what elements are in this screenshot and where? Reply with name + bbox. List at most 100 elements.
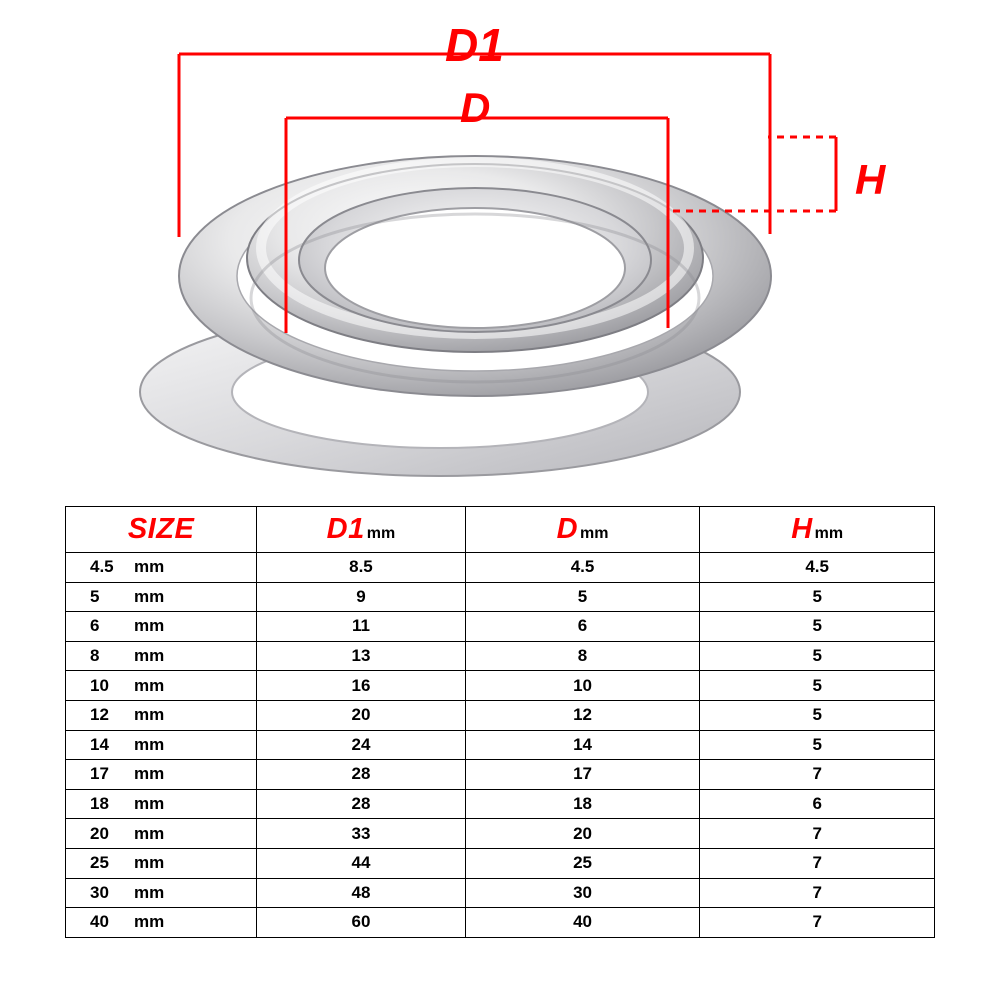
cell-size: 4.5 mm: [66, 553, 257, 583]
cell-size-value: 25: [90, 853, 128, 873]
cell-d: 20: [465, 819, 700, 849]
cell-h: 6: [700, 789, 935, 819]
cell-size: 5 mm: [66, 582, 257, 612]
cell-size-unit: mm: [134, 646, 164, 666]
cell-d1: 28: [257, 760, 466, 790]
header-h-text: H: [791, 513, 812, 545]
cell-size-unit: mm: [134, 676, 164, 696]
cell-size: 14mm: [66, 730, 257, 760]
cell-d: 4.5: [465, 553, 700, 583]
cell-d: 14: [465, 730, 700, 760]
cell-h: 4.5: [700, 553, 935, 583]
cell-size-unit: mm: [134, 735, 164, 755]
cell-size-unit: mm: [134, 883, 164, 903]
cell-d1: 44: [257, 848, 466, 878]
grommet-ring: [179, 156, 771, 396]
table-row: 40mm60407: [66, 908, 935, 938]
cell-size: 8 mm: [66, 641, 257, 671]
header-d-text: D: [557, 513, 578, 545]
cell-size-value: 20: [90, 824, 128, 844]
cell-d1: 8.5: [257, 553, 466, 583]
cell-size-unit: mm: [134, 557, 164, 577]
cell-size-unit: mm: [134, 794, 164, 814]
cell-d: 40: [465, 908, 700, 938]
table-row: 6mm1165: [66, 612, 935, 642]
table-row: 17mm28177: [66, 760, 935, 790]
table-row: 12mm20125: [66, 700, 935, 730]
header-d1: D1mm: [257, 507, 466, 553]
header-d-unit: mm: [580, 525, 608, 542]
cell-size: 10 mm: [66, 671, 257, 701]
cell-h: 5: [700, 730, 935, 760]
cell-size-value: 8: [90, 646, 128, 666]
label-d: D: [460, 84, 490, 132]
table-row: 25mm44257: [66, 848, 935, 878]
header-d1-text: D1: [327, 513, 365, 545]
cell-d: 30: [465, 878, 700, 908]
cell-size: 17 mm: [66, 760, 257, 790]
dimension-diagram: D1 D H: [0, 0, 1000, 490]
size-table: SIZE D1mm Dmm Hmm 4.5mm8.54.54.55mm9556m…: [65, 506, 935, 938]
cell-d: 18: [465, 789, 700, 819]
cell-size-unit: mm: [134, 912, 164, 932]
cell-size: 25 mm: [66, 848, 257, 878]
cell-d1: 24: [257, 730, 466, 760]
header-h-unit: mm: [815, 525, 843, 542]
cell-d1: 28: [257, 789, 466, 819]
table-row: 10mm16105: [66, 671, 935, 701]
cell-size-unit: mm: [134, 764, 164, 784]
cell-h: 5: [700, 671, 935, 701]
cell-size-value: 4.5: [90, 557, 128, 577]
cell-d1: 33: [257, 819, 466, 849]
table-body: 4.5mm8.54.54.55mm9556mm11658mm138510mm16…: [66, 553, 935, 938]
cell-h: 5: [700, 700, 935, 730]
cell-d: 17: [465, 760, 700, 790]
header-size-text: SIZE: [128, 513, 194, 545]
cell-size-value: 5: [90, 587, 128, 607]
table-row: 5mm955: [66, 582, 935, 612]
cell-h: 7: [700, 819, 935, 849]
header-d1-unit: mm: [367, 525, 395, 542]
size-table-container: SIZE D1mm Dmm Hmm 4.5mm8.54.54.55mm9556m…: [65, 506, 935, 938]
cell-h: 7: [700, 908, 935, 938]
cell-d: 10: [465, 671, 700, 701]
cell-d1: 60: [257, 908, 466, 938]
cell-d: 25: [465, 848, 700, 878]
cell-d1: 20: [257, 700, 466, 730]
label-d1: D1: [445, 18, 504, 72]
cell-size-value: 10: [90, 676, 128, 696]
header-size: SIZE: [66, 507, 257, 553]
cell-size-unit: mm: [134, 587, 164, 607]
cell-size-unit: mm: [134, 853, 164, 873]
cell-h: 5: [700, 582, 935, 612]
cell-d: 12: [465, 700, 700, 730]
cell-size: 40mm: [66, 908, 257, 938]
cell-size-value: 6: [90, 616, 128, 636]
cell-size-value: 17: [90, 764, 128, 784]
cell-size-unit: mm: [134, 824, 164, 844]
label-h: H: [855, 156, 885, 204]
cell-d: 8: [465, 641, 700, 671]
cell-d: 5: [465, 582, 700, 612]
diagram-svg: [0, 0, 1000, 490]
cell-h: 7: [700, 848, 935, 878]
cell-d1: 16: [257, 671, 466, 701]
header-h: Hmm: [700, 507, 935, 553]
cell-h: 7: [700, 760, 935, 790]
cell-d1: 11: [257, 612, 466, 642]
table-row: 4.5mm8.54.54.5: [66, 553, 935, 583]
cell-size-value: 18: [90, 794, 128, 814]
cell-size-unit: mm: [134, 616, 164, 636]
cell-size-value: 30: [90, 883, 128, 903]
table-row: 20mm33207: [66, 819, 935, 849]
cell-size: 12 mm: [66, 700, 257, 730]
cell-size-value: 12: [90, 705, 128, 725]
cell-size: 30 mm: [66, 878, 257, 908]
cell-size-unit: mm: [134, 705, 164, 725]
header-d: Dmm: [465, 507, 700, 553]
cell-d1: 13: [257, 641, 466, 671]
table-row: 8mm1385: [66, 641, 935, 671]
cell-size: 6 mm: [66, 612, 257, 642]
table-row: 14mm24145: [66, 730, 935, 760]
cell-d1: 48: [257, 878, 466, 908]
